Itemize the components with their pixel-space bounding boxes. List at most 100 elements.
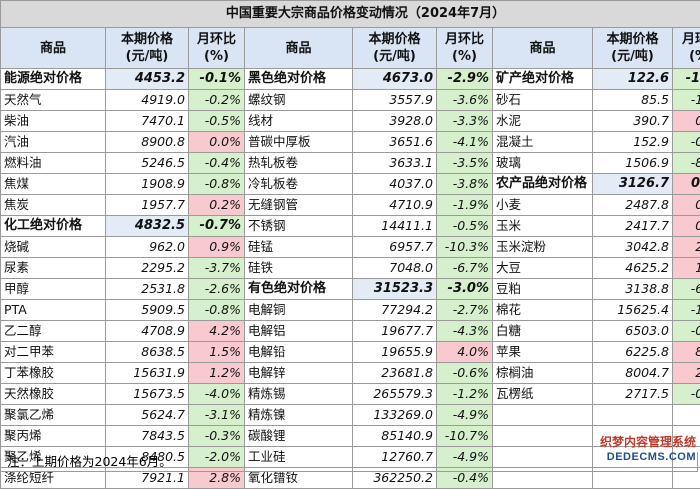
commodity-name: 对二甲苯 [1, 342, 106, 363]
watermark-logo: 织梦内容管理系统 DEDECMS.COM [572, 434, 696, 470]
commodity-name: 尿素 [1, 258, 106, 279]
header-mom-change: 月环比 (%) [189, 28, 245, 69]
commodity-name: 矿产绝对价格 [493, 69, 593, 90]
header-row: 商品本期价格(元/吨)月环比(%)商品本期价格(元/吨)月环比(%)商品本期价格… [1, 28, 700, 69]
commodity-mom-change: 4.0% [437, 342, 493, 363]
header-chg-l1: 月环比 [445, 32, 484, 47]
commodity-price: 85140.9 [353, 426, 437, 447]
commodity-mom-change: -0.4% [189, 153, 245, 174]
header-chg-l1: 月环比 [197, 32, 236, 47]
header-chg-l1: 月环比 [682, 32, 700, 47]
commodity-price: 14411.1 [353, 216, 437, 237]
commodity-mom-change: -4.9% [437, 405, 493, 426]
commodity-price: 4708.9 [106, 321, 189, 342]
commodity-name: 冷轧板卷 [245, 174, 353, 195]
commodity-price: 962.0 [106, 237, 189, 258]
commodity-mom-change: 4.2% [189, 321, 245, 342]
commodity-name: 柴油 [1, 111, 106, 132]
commodity-name: 瓦楞纸 [493, 384, 593, 405]
commodity-mom-change: -3.1% [189, 405, 245, 426]
commodity-mom-change: -1.5% [673, 90, 700, 111]
commodity-name: 电解铅 [245, 342, 353, 363]
commodity-name: 小麦 [493, 195, 593, 216]
commodity-mom-change: -3.3% [437, 111, 493, 132]
commodity-price: 6225.8 [593, 342, 673, 363]
header-price-l1: 本期价格 [606, 32, 658, 47]
watermark-line1: 织梦内容管理系统 [572, 434, 696, 450]
commodity-name: 大豆 [493, 258, 593, 279]
commodity-mom-change: -6.2% [673, 279, 700, 300]
commodity-mom-change: -0.8% [189, 174, 245, 195]
commodity-mom-change: -3.6% [437, 90, 493, 111]
commodity-mom-change: -0.6% [437, 363, 493, 384]
commodity-name: 焦煤 [1, 174, 106, 195]
commodity-price: 1957.7 [106, 195, 189, 216]
commodity-name: 苹果 [493, 342, 593, 363]
commodity-price: 1506.9 [593, 153, 673, 174]
commodity-name: 无缝钢管 [245, 195, 353, 216]
table-row: 汽油8900.80.0%普碳中厚板3651.6-4.1%混凝土152.9-0.6… [1, 132, 700, 153]
commodity-name: 白糖 [493, 321, 593, 342]
commodity-price: 85.5 [593, 90, 673, 111]
commodity-price: 31523.3 [353, 279, 437, 300]
commodity-price: 2417.7 [593, 216, 673, 237]
commodity-name: 化工绝对价格 [1, 216, 106, 237]
commodity-mom-change: 2.1% [673, 237, 700, 258]
commodity-name: 电解铝 [245, 321, 353, 342]
commodity-name: 燃料油 [1, 153, 106, 174]
commodity-mom-change: 0.9% [189, 237, 245, 258]
commodity-mom-change: -0.5% [437, 216, 493, 237]
commodity-name: 水泥 [493, 111, 593, 132]
commodity-mom-change: -0.7% [189, 216, 245, 237]
commodity-price: 2717.5 [593, 384, 673, 405]
commodity-price: 8004.7 [593, 363, 673, 384]
commodity-price: 15631.9 [106, 363, 189, 384]
commodity-mom-change: -2.9% [437, 69, 493, 90]
header-price: 本期价格(元/吨) [106, 28, 189, 69]
commodity-mom-change: 0.5% [673, 174, 700, 195]
commodity-price: 4453.2 [106, 69, 189, 90]
empty-cell [593, 405, 673, 426]
commodity-name: 硅铁 [245, 258, 353, 279]
commodity-name: 硅锰 [245, 237, 353, 258]
commodity-price: 19655.9 [353, 342, 437, 363]
commodity-name: 黑色绝对价格 [245, 69, 353, 90]
commodity-name: 棉花 [493, 300, 593, 321]
table-row: 丁苯橡胶15631.91.2%电解锌23681.8-0.6%棕榈油8004.72… [1, 363, 700, 384]
commodity-name: 农产品绝对价格 [493, 174, 593, 195]
header-price: 本期价格(元/吨) [593, 28, 673, 69]
table-row: PTA5909.5-0.8%电解铜77294.2-2.7%棉花15625.4-1… [1, 300, 700, 321]
commodity-price: 3651.6 [353, 132, 437, 153]
commodity-price: 6957.7 [353, 237, 437, 258]
commodity-name: 电解铜 [245, 300, 353, 321]
header-chg-l2: (%) [204, 49, 229, 64]
commodity-price: 8900.8 [106, 132, 189, 153]
header-price-l2: (元/吨) [373, 49, 416, 64]
commodity-price: 152.9 [593, 132, 673, 153]
commodity-name: 豆粕 [493, 279, 593, 300]
commodity-price: 133269.0 [353, 405, 437, 426]
commodity-price: 390.7 [593, 111, 673, 132]
commodity-price: 4673.0 [353, 69, 437, 90]
table-title: 中国重要大宗商品价格变动情况（2024年7月） [1, 1, 700, 28]
commodity-name: 聚氯乙烯 [1, 405, 106, 426]
watermark-line2: DEDECMS.COM [572, 450, 696, 464]
commodity-price: 8638.5 [106, 342, 189, 363]
commodity-price: 3042.8 [593, 237, 673, 258]
commodity-price: 1908.9 [106, 174, 189, 195]
commodity-mom-change: -1.7% [673, 300, 700, 321]
commodity-mom-change: 0.5% [673, 195, 700, 216]
commodity-mom-change: -0.5% [673, 384, 700, 405]
commodity-price: 5246.5 [106, 153, 189, 174]
commodity-name: 电解锌 [245, 363, 353, 384]
commodity-mom-change: -4.0% [189, 384, 245, 405]
commodity-mom-change: 0.0% [189, 132, 245, 153]
